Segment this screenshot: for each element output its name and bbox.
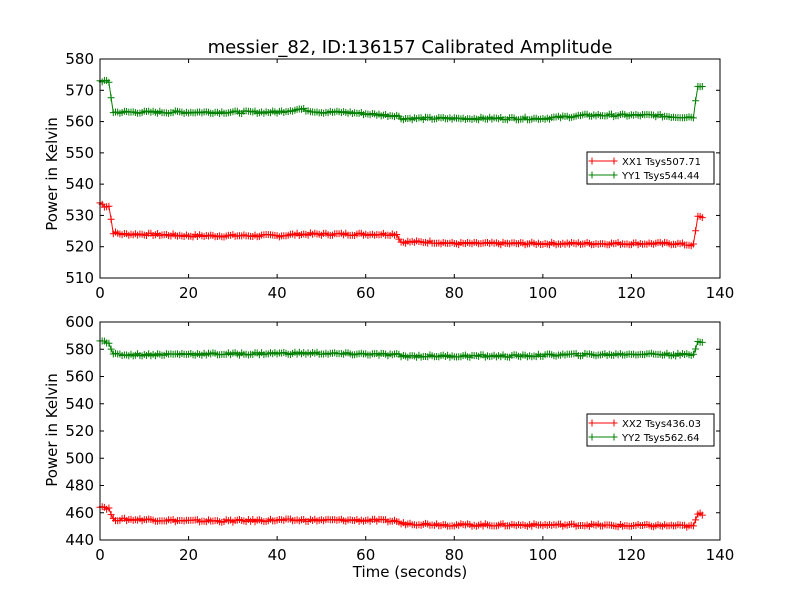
top-x-tick-label: 40 bbox=[268, 284, 287, 302]
top-y-tick-label: 560 bbox=[65, 113, 94, 131]
top-legend-label: YY1 Tsys544.44 bbox=[621, 171, 700, 182]
bottom-panel: Power in Kelvin Time (seconds) 0 20 40 60 80… bbox=[43, 313, 734, 581]
top-y-tick-label: 520 bbox=[65, 238, 94, 256]
bottom-y-tick-label: 600 bbox=[65, 313, 94, 331]
y-axis-label-bottom: Power in Kelvin bbox=[43, 373, 61, 487]
bottom-legend-marker bbox=[588, 433, 618, 441]
top-y-tick-label: 530 bbox=[65, 206, 94, 224]
bottom-legend-label: XX2 Tsys436.03 bbox=[622, 419, 701, 430]
bottom-y-tick-label: 520 bbox=[65, 422, 94, 440]
bottom-legend: XX2 Tsys436.03 YY2 Tsys562.64 bbox=[586, 413, 715, 447]
top-x-tick-label: 100 bbox=[529, 284, 558, 302]
bottom-x-tick-label: 0 bbox=[95, 546, 105, 564]
bottom-y-tick-label: 500 bbox=[65, 449, 94, 467]
top-y-tick-label: 570 bbox=[65, 81, 94, 99]
bottom-y-tick-label: 560 bbox=[65, 368, 94, 386]
top-ticks-layer: 0 20 40 60 80 100 120 140 510 520 530 540 550 560 570 5… bbox=[65, 50, 734, 302]
bottom-ticks-layer: 0 20 40 60 80 100 120 140 440 460 480 500 520 540 560 5… bbox=[65, 313, 734, 564]
bottom-x-tick-label: 100 bbox=[529, 546, 558, 564]
top-x-tick-label: 0 bbox=[95, 284, 105, 302]
bottom-x-tick-label: 60 bbox=[356, 546, 375, 564]
bottom-x-tick-label: 20 bbox=[179, 546, 198, 564]
top-y-tick-label: 510 bbox=[65, 269, 94, 287]
top-legend-label: XX1 Tsys507.71 bbox=[622, 157, 701, 168]
top-x-tick-label: 20 bbox=[179, 284, 198, 302]
bottom-y-tick-label: 580 bbox=[65, 340, 94, 358]
top-y-tick-label: 580 bbox=[65, 50, 94, 68]
top-x-tick-label: 80 bbox=[445, 284, 464, 302]
bottom-legend-marker bbox=[588, 419, 618, 427]
bottom-legend-label: YY2 Tsys562.64 bbox=[621, 433, 700, 444]
top-y-tick-label: 540 bbox=[65, 175, 94, 193]
top-x-tick-label: 140 bbox=[706, 284, 735, 302]
bottom-legend-box bbox=[586, 413, 715, 447]
top-y-tick-label: 550 bbox=[65, 144, 94, 162]
bottom-x-tick-label: 140 bbox=[706, 546, 735, 564]
bottom-y-tick-label: 540 bbox=[65, 395, 94, 413]
top-legend-marker bbox=[588, 157, 618, 165]
top-legend: XX1 Tsys507.71 YY1 Tsys544.44 bbox=[586, 151, 715, 185]
bottom-x-tick-label: 120 bbox=[617, 546, 646, 564]
top-legend-marker bbox=[588, 171, 618, 179]
bottom-x-tick-label: 40 bbox=[268, 546, 287, 564]
top-x-tick-label: 60 bbox=[356, 284, 375, 302]
bottom-x-tick-label: 80 bbox=[445, 546, 464, 564]
top-x-tick-label: 120 bbox=[617, 284, 646, 302]
bottom-y-tick-label: 460 bbox=[65, 504, 94, 522]
top-legend-box bbox=[586, 151, 715, 185]
x-axis-label: Time (seconds) bbox=[352, 563, 468, 581]
bottom-y-tick-label: 440 bbox=[65, 531, 94, 549]
bottom-y-tick-label: 480 bbox=[65, 477, 94, 495]
top-plot-frame bbox=[99, 58, 721, 279]
chart-title: messier_82, ID:136157 Calibrated Amplitu… bbox=[208, 37, 613, 58]
y-axis-label-top: Power in Kelvin bbox=[43, 117, 61, 231]
top-panel: messier_82, ID:136157 Calibrated Amplitu… bbox=[43, 37, 734, 302]
